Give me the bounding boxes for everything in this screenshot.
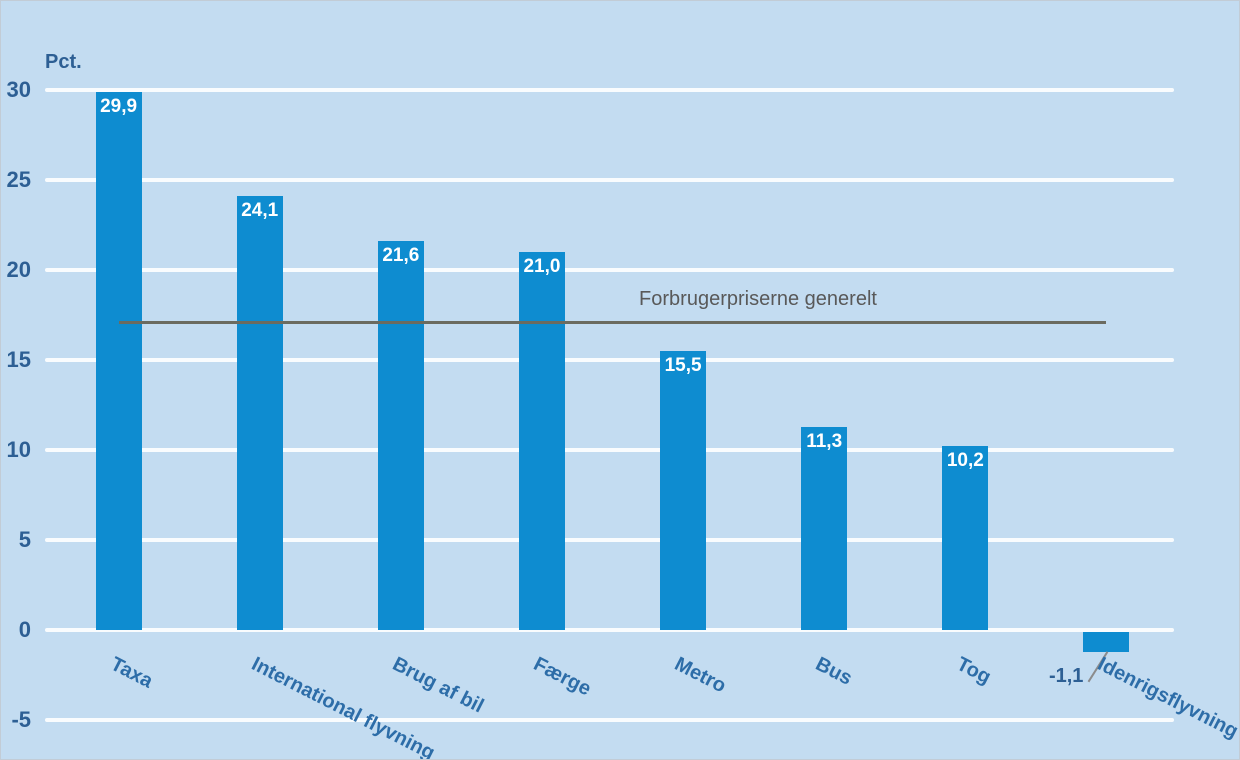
gridline xyxy=(45,538,1174,542)
bar xyxy=(236,196,283,630)
bar xyxy=(518,252,565,630)
bar xyxy=(942,446,989,630)
x-category-label: Metro xyxy=(671,653,730,698)
x-category-label: Brug af bil xyxy=(388,653,487,718)
bar xyxy=(377,241,424,630)
y-tick-label: 30 xyxy=(6,77,31,102)
x-category-label: Idenrigsflyvning xyxy=(1094,653,1240,743)
bar-value-label: 21,6 xyxy=(382,245,420,267)
x-category-label: Bus xyxy=(812,653,856,690)
gridline xyxy=(45,358,1174,362)
y-tick-label: 0 xyxy=(18,617,31,642)
bar-value-label: 24,1 xyxy=(241,200,279,222)
reference-line-label: Forbrugerpriserne generelt xyxy=(639,288,877,311)
x-category-label: Tog xyxy=(953,653,995,689)
gridline xyxy=(45,448,1174,452)
gridline xyxy=(45,628,1174,632)
bar-value-label: -1,1 xyxy=(1048,664,1084,687)
gridline xyxy=(45,718,1174,722)
reference-line xyxy=(118,321,1107,325)
y-tick-label: 20 xyxy=(6,257,31,282)
bar xyxy=(1083,632,1130,652)
bar xyxy=(660,351,707,630)
bar-value-label: 15,5 xyxy=(664,355,702,376)
bar xyxy=(801,426,848,630)
bar-value-label: 11,3 xyxy=(806,430,843,452)
y-tick-label: 5 xyxy=(18,527,31,552)
x-category-label: Færge xyxy=(529,653,595,701)
y-axis-title: Pct. xyxy=(45,51,82,73)
y-tick-label: 25 xyxy=(6,167,31,192)
y-tick-label: 10 xyxy=(6,437,31,462)
x-category-label: Taxa xyxy=(106,653,156,693)
gridline xyxy=(45,178,1174,182)
bar-value-label: 29,9 xyxy=(100,95,138,117)
bar-value-label: 21,0 xyxy=(523,256,561,277)
bar-value-label: 10,2 xyxy=(946,450,984,472)
bar xyxy=(95,91,142,630)
y-tick-label: -5 xyxy=(11,707,31,732)
y-tick-label: 15 xyxy=(6,347,31,372)
gridline xyxy=(45,268,1174,272)
gridline xyxy=(45,88,1174,92)
